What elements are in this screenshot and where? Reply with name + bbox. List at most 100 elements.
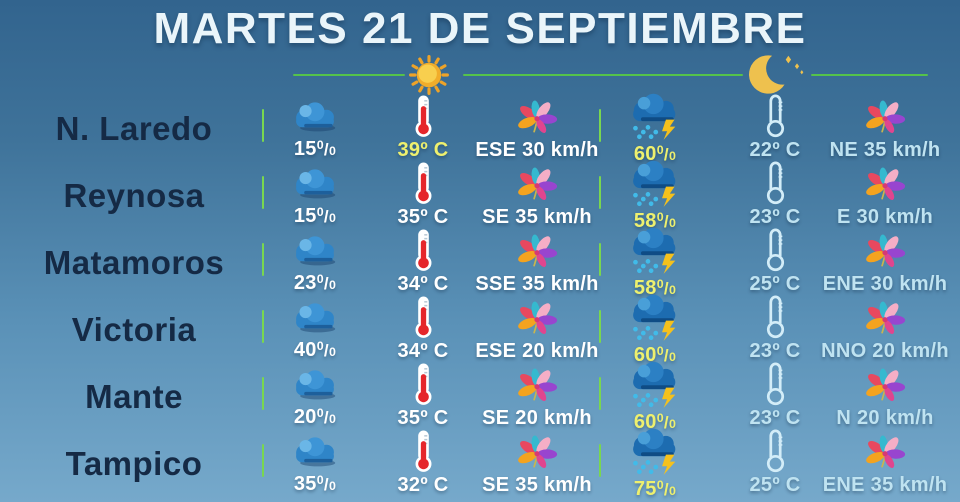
storm-rain-lightning-icon	[623, 160, 687, 210]
night-precip-cell: 600/0	[592, 363, 718, 433]
night-temp-cell: 25º C	[715, 430, 835, 497]
day-wind-cell: ESE 20 km/h	[462, 296, 612, 363]
cloud-icon	[288, 167, 342, 200]
thermometer-cool-icon	[763, 94, 788, 138]
storm-rain-lightning-icon	[623, 428, 687, 478]
day-precip-cell: 150/0	[252, 162, 378, 229]
cloud-icon	[288, 100, 342, 133]
night-temp-value: 23º C	[749, 206, 801, 228]
sun-icon	[407, 54, 451, 96]
forecast-row: Matamoros 230/0 34º C SSE 35 km/h 580/0 …	[0, 227, 960, 299]
night-wind-cell: ENE 35 km/h	[810, 430, 960, 497]
storm-rain-lightning-icon	[623, 93, 687, 143]
night-temp-value: 22º C	[749, 139, 801, 161]
day-precip-value: 150/0	[293, 204, 337, 227]
divider-line	[293, 74, 405, 76]
night-temp-cell: 25º C	[715, 229, 835, 296]
night-precip-cell: 580/0	[592, 160, 718, 232]
day-precip-cell: 230/0	[252, 229, 378, 296]
wind-pinwheel-icon	[860, 162, 910, 208]
day-temp-value: 35º C	[397, 407, 449, 429]
thermometer-hot-icon	[411, 94, 436, 138]
cloud-icon	[288, 435, 342, 468]
divider-line	[599, 310, 601, 343]
night-precip-value: 600/0	[633, 411, 677, 434]
wind-pinwheel-icon	[512, 363, 562, 409]
day-wind-value: SE 35 km/h	[482, 206, 592, 228]
thermometer-cool-icon	[763, 429, 788, 473]
divider-line	[599, 243, 601, 276]
thermometer-hot-icon	[411, 228, 436, 272]
night-wind-cell: ENE 30 km/h	[810, 229, 960, 296]
night-wind-cell: N 20 km/h	[810, 363, 960, 430]
wind-pinwheel-icon	[512, 296, 562, 342]
day-wind-cell: SSE 35 km/h	[462, 229, 612, 296]
day-temp-value: 39º C	[397, 139, 449, 161]
thermometer-hot-icon	[411, 295, 436, 339]
night-temp-value: 23º C	[749, 407, 801, 429]
divider-line	[599, 377, 601, 410]
divider-line	[262, 310, 264, 343]
day-wind-value: ESE 30 km/h	[475, 139, 599, 161]
thermometer-cool-icon	[763, 362, 788, 406]
thermometer-cool-icon	[763, 161, 788, 205]
night-precip-value: 600/0	[633, 143, 677, 166]
wind-pinwheel-icon	[860, 296, 910, 342]
day-precip-cell: 350/0	[252, 430, 378, 497]
day-wind-cell: ESE 30 km/h	[462, 95, 612, 162]
cloud-icon	[288, 368, 342, 401]
thermometer-hot-icon	[411, 429, 436, 473]
night-precip-value: 580/0	[633, 277, 677, 300]
night-precip-value: 580/0	[633, 210, 677, 233]
day-temp-value: 35º C	[397, 206, 449, 228]
forecast-row: Mante 200/0 35º C SE 20 km/h 600/0 23º C…	[0, 363, 960, 433]
thermometer-cool-icon	[763, 228, 788, 272]
wind-pinwheel-icon	[512, 95, 562, 141]
page-title: MARTES 21 DE SEPTIEMBRE	[153, 4, 807, 53]
forecast-row: Reynosa 150/0 35º C SE 35 km/h 580/0 23º…	[0, 160, 960, 232]
city-name: Matamoros	[43, 244, 225, 281]
night-wind-value: N 20 km/h	[836, 407, 934, 429]
forecast-row: N. Laredo 150/0 39º C ESE 30 km/h 600/0 …	[0, 93, 960, 165]
city-name: Mante	[85, 378, 183, 415]
night-precip-value: 750/0	[633, 478, 677, 501]
divider-line	[262, 444, 264, 477]
city-name: Tampico	[65, 445, 203, 482]
forecast-row: Tampico 350/0 32º C SE 35 km/h 750/0 25º…	[0, 428, 960, 500]
wind-pinwheel-icon	[512, 162, 562, 208]
wind-pinwheel-icon	[512, 229, 562, 275]
divider-line	[262, 243, 264, 276]
storm-rain-lightning-icon	[623, 227, 687, 277]
day-precip-value: 150/0	[293, 137, 337, 160]
wind-pinwheel-icon	[860, 363, 910, 409]
night-wind-cell: E 30 km/h	[810, 162, 960, 229]
night-wind-cell: NE 35 km/h	[810, 95, 960, 162]
day-wind-cell: SE 20 km/h	[462, 363, 612, 430]
city-name: Reynosa	[63, 177, 205, 214]
night-precip-cell: 750/0	[592, 428, 718, 500]
night-wind-value: E 30 km/h	[836, 206, 934, 228]
divider-line	[811, 74, 928, 76]
city-name: N. Laredo	[55, 110, 213, 147]
cloud-icon	[288, 234, 342, 267]
night-temp-cell: 23º C	[715, 363, 835, 430]
day-temp-value: 34º C	[397, 273, 449, 295]
day-precip-value: 230/0	[293, 271, 337, 294]
day-temp-value: 32º C	[397, 474, 449, 496]
city-name: Victoria	[71, 311, 197, 348]
night-wind-value: NNO 20 km/h	[821, 340, 949, 362]
day-wind-cell: SE 35 km/h	[462, 162, 612, 229]
day-temp-cell: 32º C	[363, 430, 483, 497]
day-temp-cell: 35º C	[363, 363, 483, 430]
day-temp-cell: 39º C	[363, 95, 483, 162]
wind-pinwheel-icon	[860, 229, 910, 275]
day-precip-cell: 400/0	[252, 296, 378, 363]
night-temp-cell: 23º C	[715, 162, 835, 229]
divider-line	[599, 109, 601, 142]
day-precip-value: 350/0	[293, 472, 337, 495]
day-wind-value: SE 20 km/h	[482, 407, 592, 429]
day-temp-value: 34º C	[397, 340, 449, 362]
night-wind-cell: NNO 20 km/h	[810, 296, 960, 363]
day-wind-cell: SE 35 km/h	[462, 430, 612, 497]
divider-line	[599, 176, 601, 209]
